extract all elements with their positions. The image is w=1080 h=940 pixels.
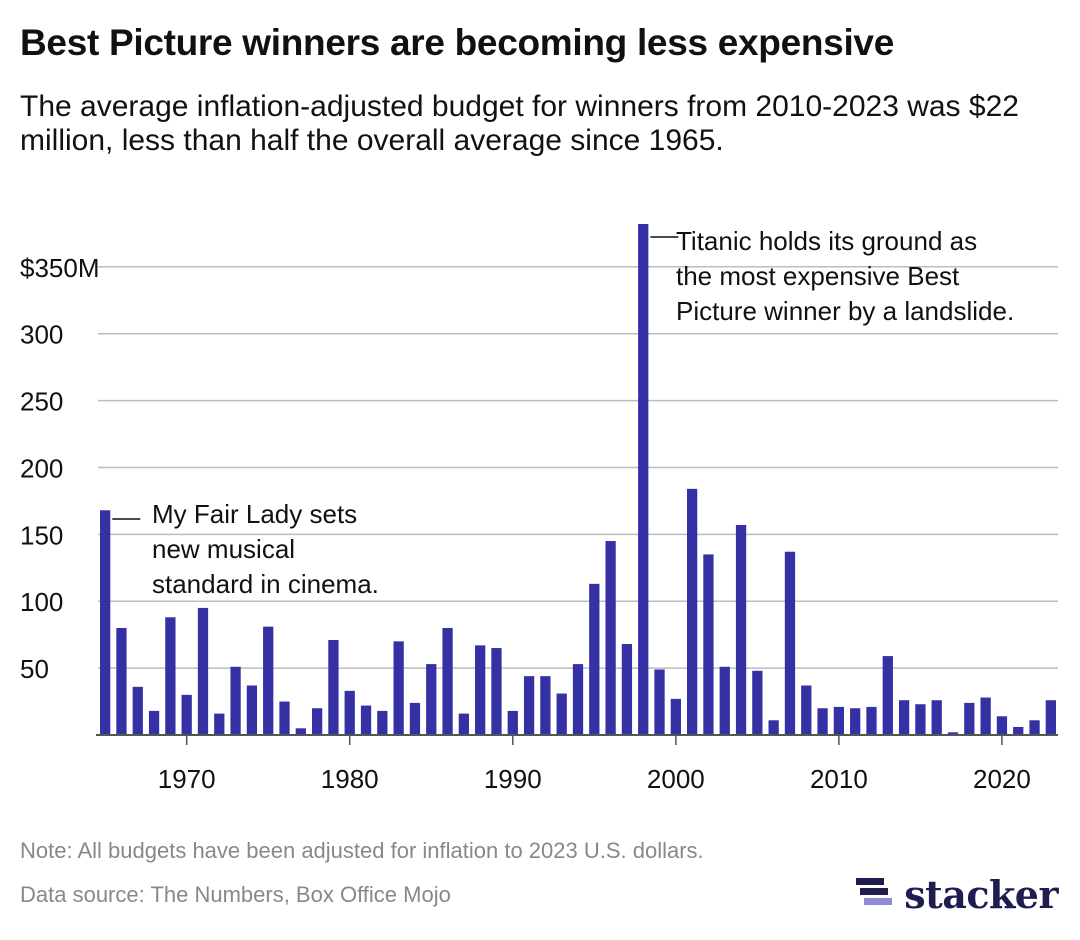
bar-2003 [719,666,730,735]
bar-1981 [360,705,372,735]
bar-2015 [915,704,926,735]
bar-2021 [1013,726,1024,735]
bar-1987 [458,713,470,735]
bar-1979 [328,640,339,735]
bar-2002 [703,554,714,735]
stacker-logo-icon [856,877,893,905]
bar-2001 [686,488,698,735]
bar-1998 [638,224,649,735]
bar-1994 [572,664,584,735]
bar-1967 [132,686,143,735]
axes: 50 100 150 200 250 300 $350M 1970 1980 1990 2000 20… [20,253,1058,794]
bar-chart: 50 100 150 200 250 300 $350M 1970 1980 1990 2000 20… [20,224,1058,794]
x-tick-label: 2020 [973,764,1031,794]
footnote: Note: All budgets have been adjusted for… [20,838,704,863]
bar-2022 [1029,720,1040,735]
annotation-text: new musical [152,534,295,564]
bar-2006 [768,720,779,735]
bar-2004 [735,524,747,735]
bar-2005 [752,670,763,735]
bar-1978 [311,708,323,735]
bar-1970 [181,694,192,735]
bar-1984 [409,702,421,735]
bar-1969 [165,617,176,735]
bar-1986 [442,627,453,735]
stacker-logo: stacker [856,872,1058,917]
y-tick-label: 200 [20,453,63,483]
bars [100,224,1056,735]
bar-2013 [882,656,893,735]
bar-2014 [898,700,910,735]
bar-1989 [491,648,502,735]
bar-2018 [964,702,975,735]
annotation-text: standard in cinema. [152,569,379,599]
data-source: Data source: The Numbers, Box Office Moj… [20,882,451,907]
bar-2000 [670,698,681,735]
bar-2020 [996,716,1008,735]
x-tick-label: 2010 [810,764,868,794]
x-tick-label: 1980 [321,764,379,794]
bar-1992 [540,676,551,735]
y-tick-label: 100 [20,587,63,617]
bar-1972 [214,713,225,735]
annotations: My Fair Lady sets new musical standard in … [112,226,1014,599]
annotation-text: My Fair Lady sets [152,499,357,529]
bar-2023 [1045,700,1056,735]
bar-1995 [589,583,600,735]
bar-1983 [393,641,404,735]
bar-1977 [295,728,306,735]
y-tick-label: 300 [20,320,63,350]
bar-1985 [426,664,437,735]
bar-2009 [817,708,828,735]
bar-2008 [801,685,812,735]
annotation-text: Titanic holds its ground as [676,226,977,256]
annotation-text: the most expensive Best [676,261,960,291]
bar-1988 [475,645,486,735]
bar-1973 [230,666,241,735]
x-tick-label: 1970 [158,764,216,794]
bar-1966 [116,627,127,735]
annotation-text: Picture winner by a landslide. [676,296,1014,326]
x-tick-label: 2000 [647,764,705,794]
chart-title: Best Picture winners are becoming less e… [20,22,894,63]
y-tick-label: $350M [20,253,100,283]
stacker-logo-text: stacker [904,872,1058,917]
bar-2007 [784,551,796,735]
bar-1990 [507,710,518,735]
bar-1971 [197,607,209,735]
bar-1997 [621,644,633,735]
bar-2010 [833,706,845,735]
bar-1980 [344,690,355,735]
bar-1996 [605,541,616,735]
bar-2011 [850,708,861,735]
gridlines [98,266,1058,669]
bar-1968 [148,710,160,735]
bar-1975 [263,626,274,735]
bar-1999 [654,669,665,735]
bar-1991 [523,676,535,735]
x-tick-label: 1990 [484,764,542,794]
bar-2019 [980,697,991,735]
chart-subtitle: The average inflation-adjusted budget fo… [20,90,1019,157]
bar-2016 [931,700,942,735]
bar-1965 [100,510,111,735]
y-tick-label: 150 [20,520,63,550]
bar-1974 [246,685,258,735]
bar-2012 [866,706,877,735]
bar-1982 [377,710,388,735]
bar-1976 [279,701,290,735]
y-tick-label: 250 [20,387,63,417]
bar-1993 [556,693,567,735]
bar-2017 [947,732,959,735]
y-tick-label: 50 [20,654,49,684]
